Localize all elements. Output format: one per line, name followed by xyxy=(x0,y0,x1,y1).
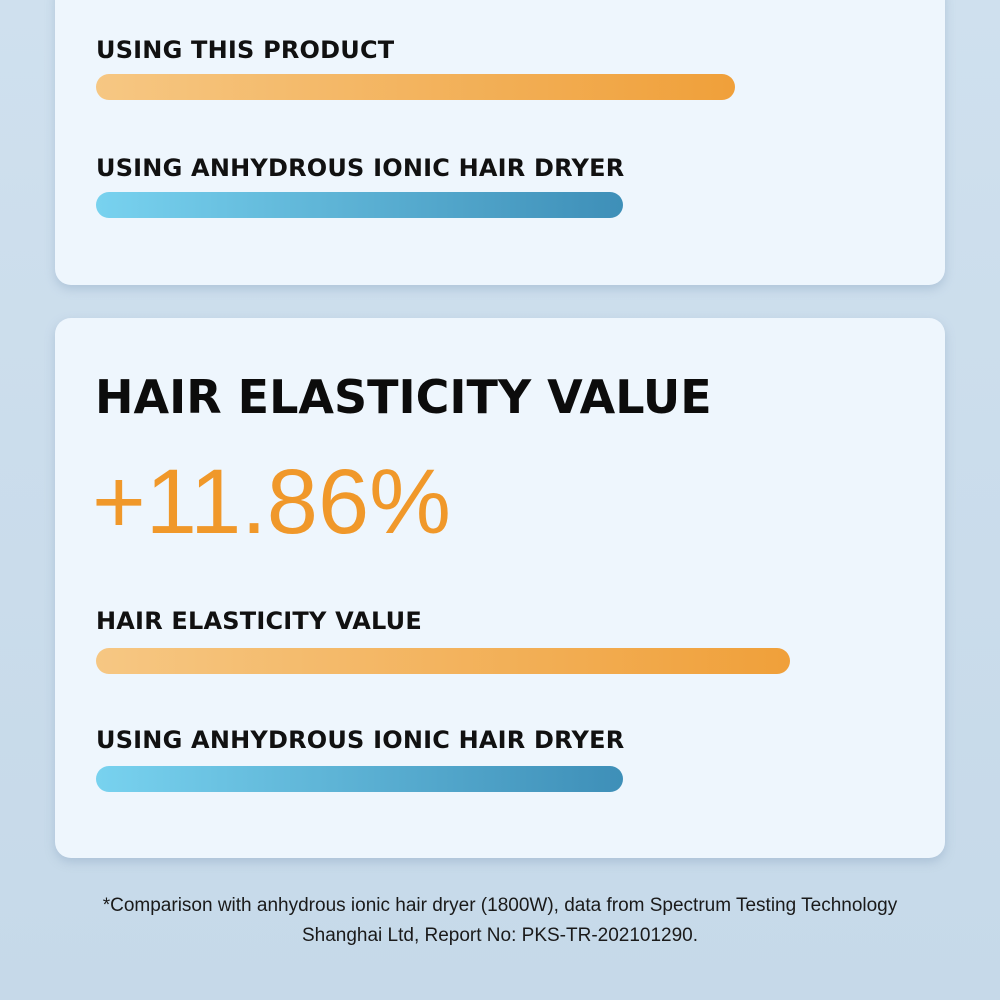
footnote: Shanghai Ltd, Report No: PKS-TR-20210129… xyxy=(301,925,699,946)
bar xyxy=(96,74,735,100)
card-title: HAIR ELASTICITY VALUE xyxy=(95,370,712,424)
bar-label: USING ANHYDROUS IONIC HAIR DRYER xyxy=(96,154,625,182)
bar-label: USING THIS PRODUCT xyxy=(96,36,395,64)
bar xyxy=(96,648,790,674)
bar xyxy=(96,192,623,218)
highlight-value: +11.86% xyxy=(92,451,451,553)
bar-label: USING ANHYDROUS IONIC HAIR DRYER xyxy=(96,726,625,754)
footnote: *Comparison with anhydrous ionic hair dr… xyxy=(102,895,898,916)
card xyxy=(55,0,945,285)
bar xyxy=(96,766,623,792)
bar-label: HAIR ELASTICITY VALUE xyxy=(96,607,422,635)
